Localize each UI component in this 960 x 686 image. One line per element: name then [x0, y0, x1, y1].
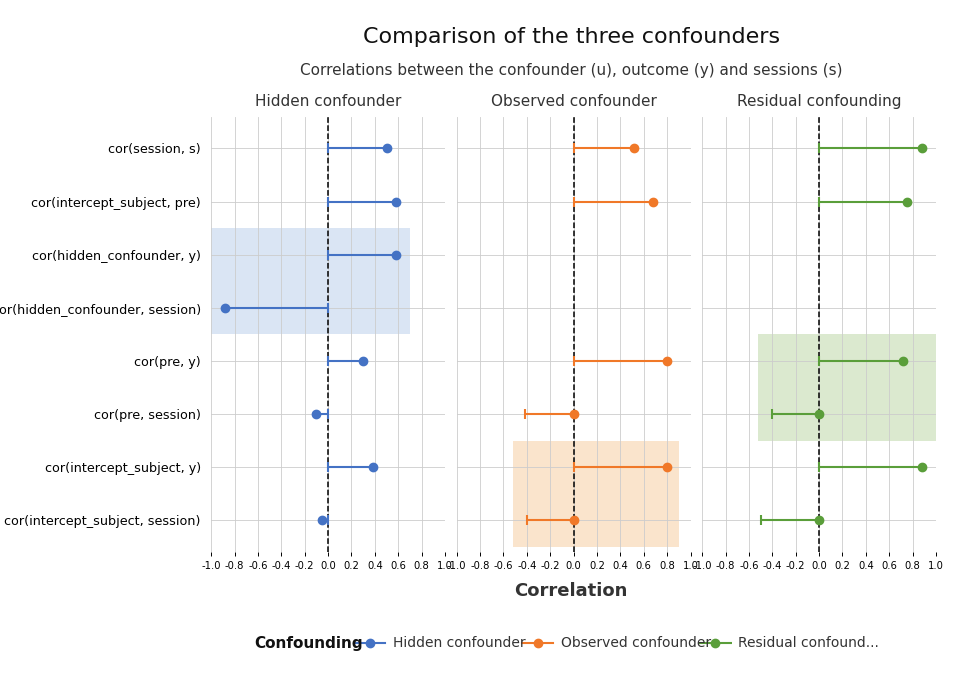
Bar: [513, 440, 679, 547]
Text: Residual confound...: Residual confound...: [738, 637, 879, 650]
Title: Observed confounder: Observed confounder: [491, 93, 657, 108]
Text: Comparison of the three confounders: Comparison of the three confounders: [363, 27, 780, 47]
Text: Confounding: Confounding: [254, 636, 363, 651]
Text: Correlations between the confounder (u), outcome (y) and sessions (s): Correlations between the confounder (u),…: [300, 63, 843, 78]
Title: Hidden confounder: Hidden confounder: [255, 93, 401, 108]
Bar: [211, 228, 410, 335]
Text: Observed confounder: Observed confounder: [561, 637, 710, 650]
Text: Hidden confounder: Hidden confounder: [393, 637, 525, 650]
Bar: [758, 335, 948, 440]
Title: Residual confounding: Residual confounding: [737, 93, 901, 108]
Text: Correlation: Correlation: [515, 582, 628, 600]
